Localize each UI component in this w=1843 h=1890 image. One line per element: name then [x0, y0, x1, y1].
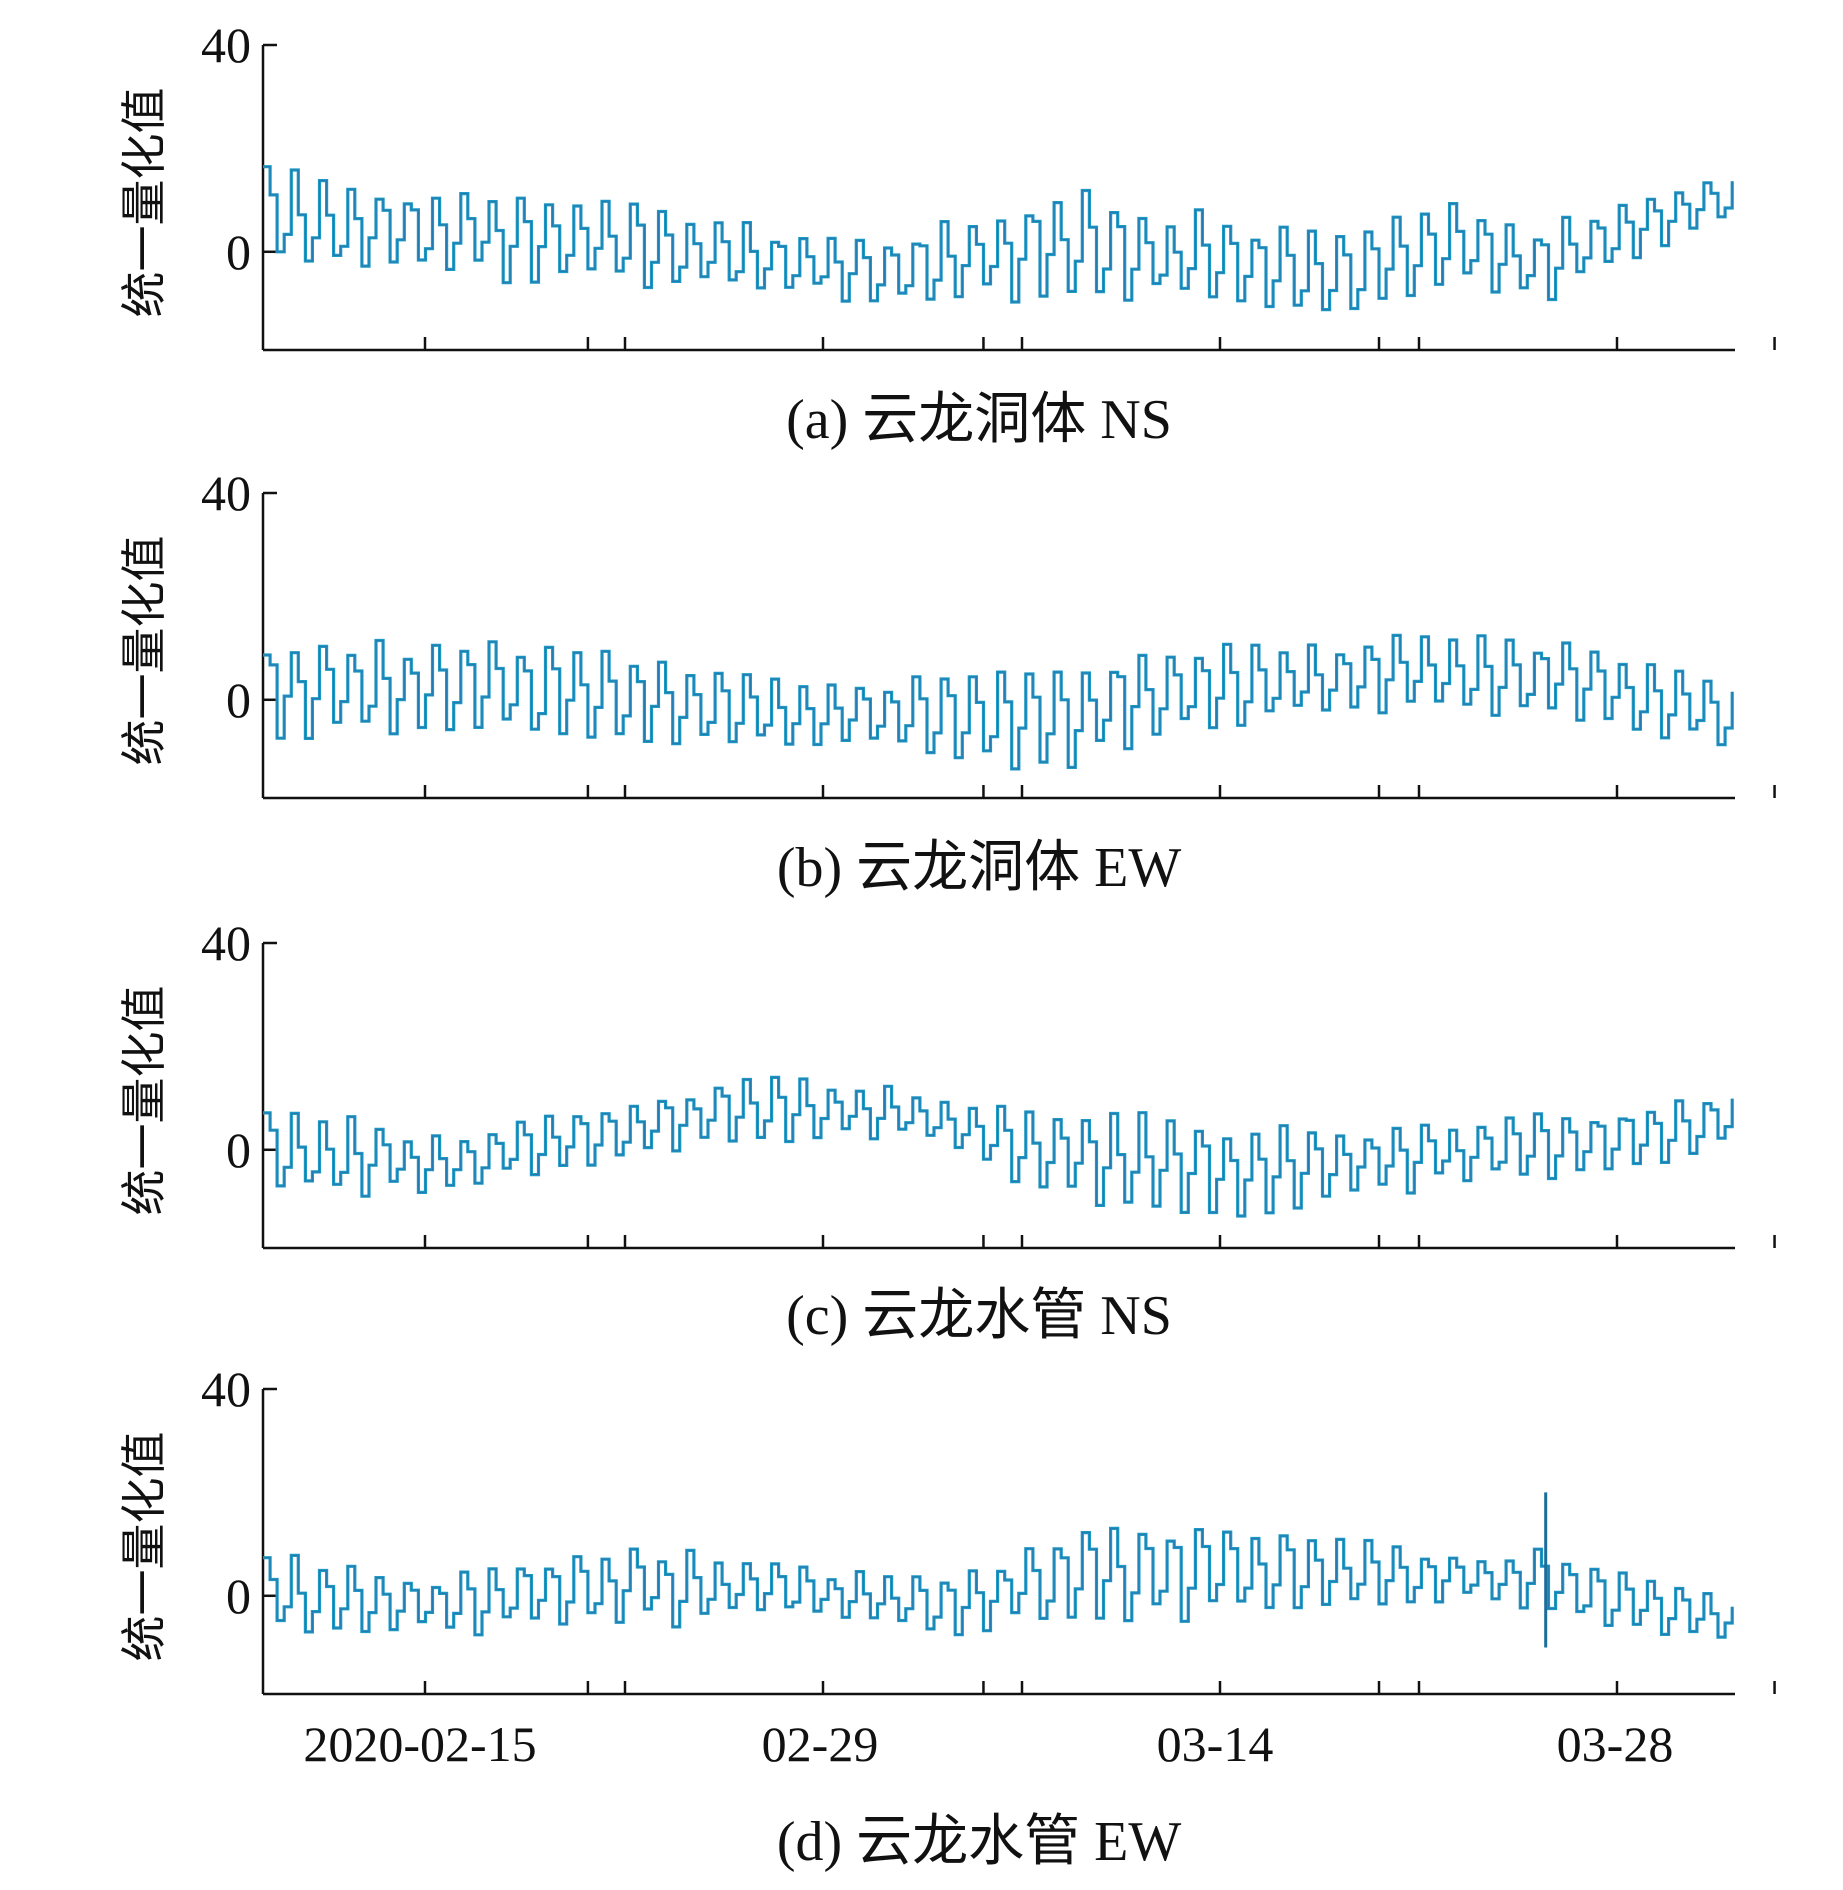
y-axis-label: 统一量化值 — [119, 1432, 170, 1662]
panel-a: 0 40 统一量化值 (a) 云龙洞体 NS — [119, 17, 1776, 451]
x-tick-label: 2020-02-15 — [303, 1716, 536, 1772]
y-tick-label: 0 — [226, 224, 251, 280]
panel-caption: (d) 云龙水管 EW — [777, 1811, 1182, 1873]
series-line-shade — [263, 1076, 1733, 1217]
x-tick-label: 02-29 — [762, 1716, 879, 1772]
y-axis-label: 统一量化值 — [119, 986, 170, 1216]
series-line-shade — [263, 634, 1733, 770]
series-line-shade — [263, 1527, 1733, 1638]
panel-c: 0 40 统一量化值 (c) 云龙水管 NS — [119, 915, 1776, 1347]
y-tick-label: 0 — [226, 1122, 251, 1178]
x-tick-label: 03-14 — [1157, 1716, 1274, 1772]
y-tick-label: 40 — [201, 1361, 251, 1417]
series-line — [263, 1075, 1734, 1218]
panel-caption: (c) 云龙水管 NS — [786, 1285, 1172, 1347]
y-tick-label: 40 — [201, 465, 251, 521]
y-tick-label: 40 — [201, 17, 251, 73]
panel-caption: (b) 云龙洞体 EW — [777, 837, 1182, 899]
panel-b: 0 40 统一量化值 (b) 云龙洞体 EW — [119, 465, 1776, 899]
series-line-shade — [263, 166, 1733, 311]
x-tick-label: 03-28 — [1557, 1716, 1674, 1772]
y-axis-label: 统一量化值 — [119, 536, 170, 766]
y-tick-label: 0 — [226, 1568, 251, 1624]
panel-caption: (a) 云龙洞体 NS — [786, 389, 1172, 451]
panel-d: 0 40 统一量化值 2020-02-15 02-29 03-14 03-28 (d) 云龙水… — [119, 1361, 1776, 1873]
y-tick-label: 0 — [226, 672, 251, 728]
y-tick-label: 40 — [201, 915, 251, 971]
y-axis-label: 统一量化值 — [119, 88, 170, 318]
